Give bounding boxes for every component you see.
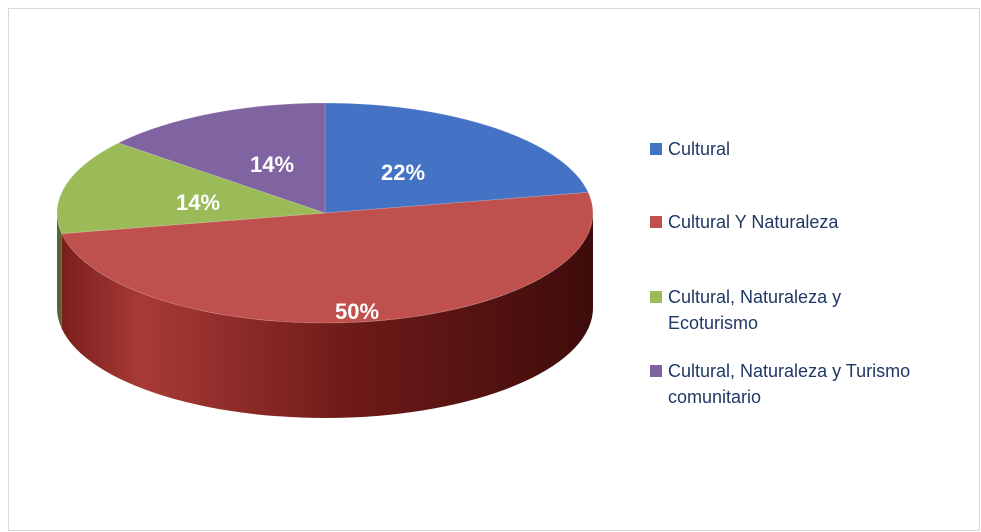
legend-item-cultural-y-naturaleza: Cultural Y Naturaleza: [650, 209, 978, 235]
pie-side-ecoturismo: [57, 213, 62, 329]
pie-slice-cultural: [324, 102, 590, 214]
pie-side-layer: [57, 213, 594, 418]
pie-label-ecoturismo: 14%: [176, 190, 220, 215]
legend-item-ecoturismo: Cultural, Naturaleza y Ecoturismo: [650, 284, 898, 336]
pie-slice-turismo-comunitario: [117, 102, 326, 214]
legend-label-ecoturismo: Cultural, Naturaleza y Ecoturismo: [668, 287, 842, 333]
legend-swatch-cultural-y-naturaleza: [650, 216, 662, 228]
legend-item-cultural: Cultural: [650, 136, 978, 162]
legend-swatch-turismo-comunitario: [650, 365, 662, 377]
pie-slice-cultural-y-naturaleza: [60, 191, 594, 324]
pie-slice-ecoturismo: [56, 142, 326, 235]
legend-item-turismo-comunitario: Cultural, Naturaleza y Turismo comunitar…: [650, 358, 978, 410]
pie-side-cultural-y-naturaleza: [61, 213, 594, 418]
legend: Cultural Cultural Y Naturaleza Cultural,…: [650, 0, 980, 532]
pie-label-turismo-comunitario: 14%: [250, 152, 294, 177]
legend-label-cultural-y-naturaleza: Cultural Y Naturaleza: [668, 212, 839, 232]
legend-swatch-ecoturismo: [650, 291, 662, 303]
pie-slice-layer: [56, 102, 594, 324]
legend-label-turismo-comunitario: Cultural, Naturaleza y Turismo comunitar…: [668, 361, 911, 407]
pie-label-cultural: 22%: [381, 160, 425, 185]
legend-swatch-cultural: [650, 143, 662, 155]
pie-label-layer: 22% 50% 14% 14%: [176, 152, 425, 324]
legend-label-cultural: Cultural: [668, 139, 731, 159]
pie-label-cultural-y-naturaleza: 50%: [335, 299, 379, 324]
